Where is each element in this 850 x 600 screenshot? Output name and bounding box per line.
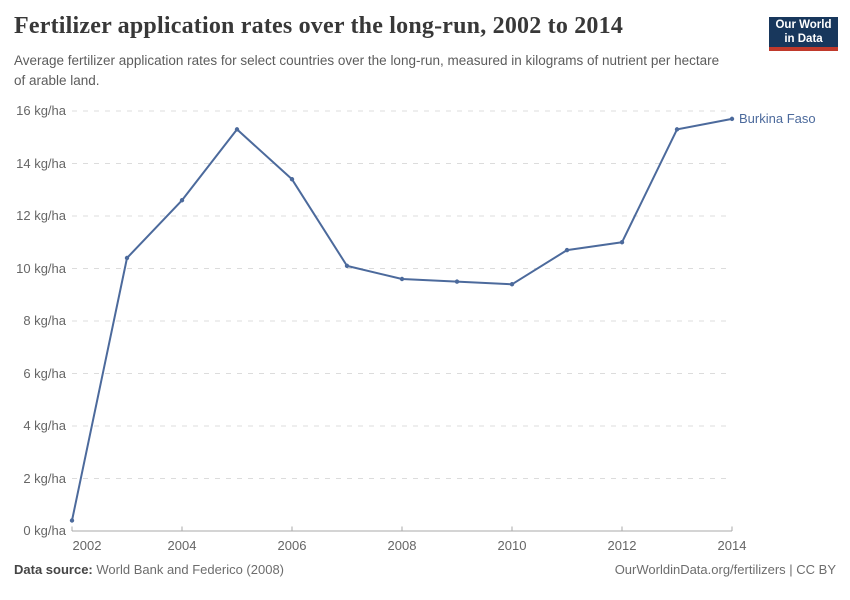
x-tick-label: 2008 (387, 538, 417, 553)
y-tick-label: 6 kg/ha (23, 365, 66, 381)
x-tick-label: 2012 (607, 538, 637, 553)
data-point-marker[interactable] (619, 240, 625, 245)
data-point-marker[interactable] (124, 255, 130, 261)
series-end-label: Burkina Faso (739, 111, 816, 127)
data-source-value: World Bank and Federico (2008) (96, 562, 285, 577)
data-point-marker[interactable] (564, 247, 570, 253)
data-point-marker[interactable] (289, 177, 295, 182)
owid-logo-line2: in Data (784, 33, 823, 45)
series-line-burkina-faso[interactable] (71, 117, 733, 522)
chart-subtitle: Average fertilizer application rates for… (14, 53, 720, 89)
data-point-marker[interactable] (454, 279, 460, 284)
credit-link[interactable]: OurWorldinData.org/fertilizers | CC BY (614, 562, 836, 577)
data-source-note: Data source: World Bank and Federico (20… (14, 562, 284, 577)
x-tick-label: 2010 (497, 538, 527, 553)
y-tick-label: 10 kg/ha (16, 260, 66, 276)
data-point-marker[interactable] (344, 263, 350, 269)
data-point-marker[interactable] (674, 127, 680, 132)
y-tick-label: 16 kg/ha (16, 103, 66, 118)
data-point-marker[interactable] (729, 116, 735, 122)
y-tick-label: 0 kg/ha (23, 523, 66, 538)
y-tick-label: 12 kg/ha (16, 208, 66, 223)
owid-logo-line1: Our World (775, 18, 832, 31)
y-tick-label: 8 kg/ha (23, 313, 66, 328)
data-point-marker[interactable] (509, 282, 515, 287)
x-tick-label: 2014 (717, 538, 747, 553)
chart-footer: Data source: World Bank and Federico (20… (14, 562, 836, 577)
x-tick-label: 2006 (277, 538, 307, 553)
data-source-label: Data source: (14, 562, 93, 577)
page-title: Fertilizer application rates over the lo… (14, 13, 624, 39)
x-tick-label: 2004 (167, 538, 197, 553)
x-tick-label: 2002 (72, 538, 102, 553)
data-point-marker[interactable] (399, 276, 405, 282)
y-tick-label: 14 kg/ha (16, 155, 66, 171)
data-point-marker[interactable] (69, 518, 75, 523)
owid-logo[interactable]: Our World in Data (769, 17, 838, 51)
data-point-marker[interactable] (234, 127, 240, 132)
y-tick-label: 2 kg/ha (23, 470, 66, 486)
data-point-marker[interactable] (179, 198, 185, 203)
y-tick-label: 4 kg/ha (23, 418, 66, 433)
